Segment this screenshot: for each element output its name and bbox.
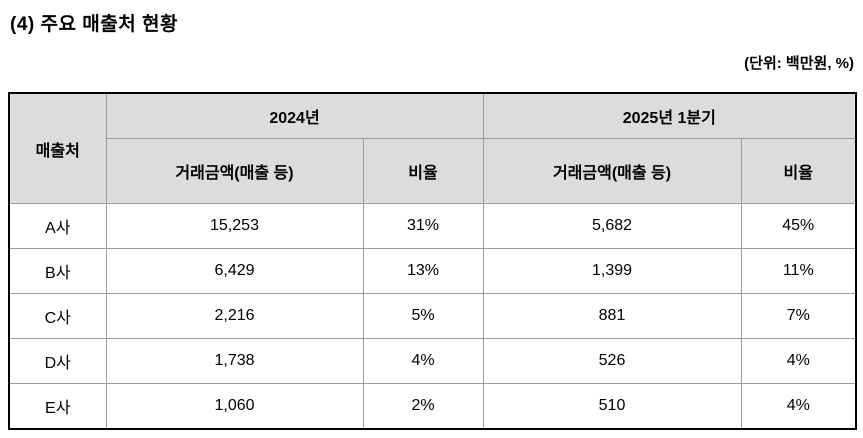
- cell-amount-2024: 1,060: [105, 383, 364, 430]
- cell-ratio-2025q1: 4%: [740, 383, 857, 430]
- cell-ratio-2025q1: 11%: [740, 248, 857, 294]
- header-amount-2025q1: 거래금액(매출 등): [482, 138, 742, 204]
- header-customer: 매출처: [8, 92, 107, 204]
- cell-amount-2024: 6,429: [105, 248, 364, 294]
- cell-customer: A사: [8, 203, 107, 249]
- cell-customer: C사: [8, 293, 107, 339]
- page-title: (4) 주요 매출처 현황: [10, 14, 178, 35]
- cell-amount-2024: 2,216: [105, 293, 364, 339]
- cell-ratio-2024: 5%: [362, 293, 484, 339]
- header-ratio-2024: 비율: [362, 138, 484, 204]
- cell-customer: B사: [8, 248, 107, 294]
- cell-amount-2025q1: 5,682: [482, 203, 742, 249]
- cell-amount-2024: 15,253: [105, 203, 364, 249]
- header-sub-row: 거래금액(매출 등) 비율 거래금액(매출 등) 비율: [9, 138, 857, 204]
- header-group-2025q1: 2025년 1분기: [482, 92, 857, 139]
- header-group-row: 매출처 2024년 2025년 1분기: [8, 92, 857, 204]
- cell-amount-2025q1: 1,399: [482, 248, 742, 294]
- table-row: B사 6,429 13% 1,399 11%: [8, 248, 857, 294]
- table-row: C사 2,216 5% 881 7%: [8, 293, 857, 339]
- header-ratio-2025q1: 비율: [740, 138, 857, 204]
- table-header: 매출처 2024년 2025년 1분기 거래금액(매출 등) 비율 거래금액(매…: [8, 92, 857, 204]
- header-group-2024: 2024년: [105, 92, 484, 139]
- cell-ratio-2025q1: 45%: [740, 203, 857, 249]
- cell-ratio-2024: 13%: [362, 248, 484, 294]
- cell-amount-2024: 1,738: [105, 338, 364, 384]
- cell-ratio-2024: 4%: [362, 338, 484, 384]
- table-row: E사 1,060 2% 510 4%: [8, 383, 857, 430]
- cell-amount-2025q1: 510: [482, 383, 742, 430]
- cell-customer: E사: [8, 383, 107, 430]
- cell-customer: D사: [8, 338, 107, 384]
- table-row: D사 1,738 4% 526 4%: [8, 338, 857, 384]
- cell-ratio-2025q1: 4%: [740, 338, 857, 384]
- cell-ratio-2025q1: 7%: [740, 293, 857, 339]
- table-row: A사 15,253 31% 5,682 45%: [8, 203, 857, 249]
- table-body: A사 15,253 31% 5,682 45% B사 6,429 13% 1,3…: [8, 203, 857, 430]
- sales-customers-table: 매출처 2024년 2025년 1분기 거래금액(매출 등) 비율 거래금액(매…: [8, 92, 858, 430]
- cell-ratio-2024: 2%: [362, 383, 484, 430]
- cell-amount-2025q1: 526: [482, 338, 742, 384]
- cell-amount-2025q1: 881: [482, 293, 742, 339]
- unit-label: (단위: 백만원, %): [744, 55, 854, 72]
- header-amount-2024: 거래금액(매출 등): [105, 138, 364, 204]
- cell-ratio-2024: 31%: [362, 203, 484, 249]
